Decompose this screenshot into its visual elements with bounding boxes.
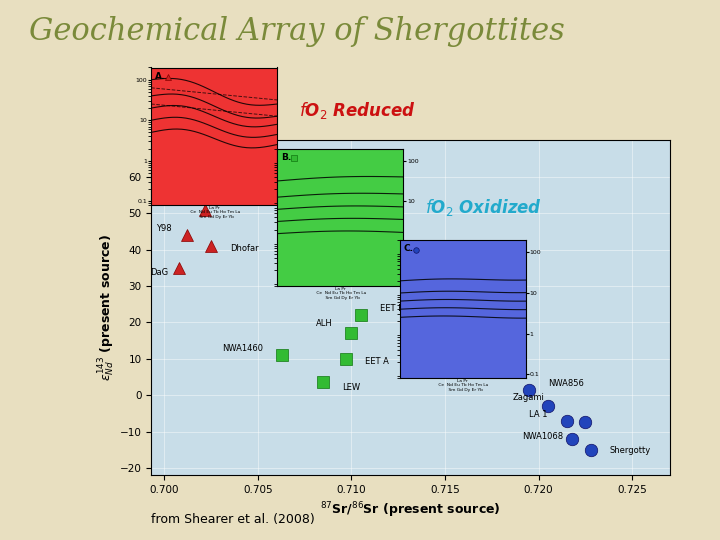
Text: NWA1460: NWA1460 [222,345,264,353]
Text: A.: A. [155,72,166,80]
Text: NWA: NWA [224,199,244,208]
Text: QUE: QUE [202,155,220,164]
Text: NWA856: NWA856 [548,379,584,388]
Text: Zagami: Zagami [513,394,544,402]
Text: Y98: Y98 [156,224,172,233]
Text: Geochemical Array of Shergottites: Geochemical Array of Shergottites [29,16,564,47]
X-axis label: La Pr
 Ce  Nd Eu Tb Ho Tm Lu
    Sm Gd Dy Er Yb: La Pr Ce Nd Eu Tb Ho Tm Lu Sm Gd Dy Er Y… [189,206,240,219]
Text: B.: B. [281,153,291,161]
Text: ALH: ALH [316,319,333,328]
Text: C.: C. [403,245,413,253]
Text: DaG: DaG [150,268,168,277]
Text: LEW: LEW [342,382,360,392]
Text: Shergotty: Shergotty [610,446,651,455]
Text: from Shearer et al. (2008): from Shearer et al. (2008) [151,514,315,526]
Text: $f$O$_2$ Reduced: $f$O$_2$ Reduced [299,100,415,121]
Text: NWA1068: NWA1068 [522,431,563,441]
Y-axis label: $\varepsilon^{143}_{Nd}$ (present source): $\varepsilon^{143}_{Nd}$ (present source… [96,234,117,381]
X-axis label: La Pr
 Ce  Nd Eu Tb Ho Tm Lu
    Sm Gd Dy Er Yb: La Pr Ce Nd Eu Tb Ho Tm Lu Sm Gd Dy Er Y… [315,287,366,300]
Text: EET A: EET A [364,357,388,366]
Text: Dhofar: Dhofar [230,244,258,253]
Text: $f$O$_2$ Oxidized: $f$O$_2$ Oxidized [425,198,542,218]
X-axis label: La Pr
 Ce  Nd Eu Tb Ho Tm Lu
    Sm Gd Dy Er Yb: La Pr Ce Nd Eu Tb Ho Tm Lu Sm Gd Dy Er Y… [437,379,488,392]
Text: EET B: EET B [379,304,403,313]
X-axis label: $^{87}$Sr/$^{86}$Sr (present source): $^{87}$Sr/$^{86}$Sr (present source) [320,501,500,520]
Text: LA 1: LA 1 [529,410,548,419]
